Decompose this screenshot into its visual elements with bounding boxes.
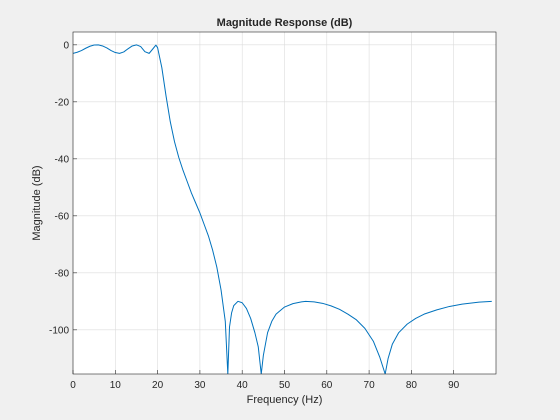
x-tick-label: 70 xyxy=(364,380,376,391)
x-tick-label: 0 xyxy=(70,380,76,391)
x-tick-label: 30 xyxy=(194,380,206,391)
tick-labels: 0 10 20 30 40 50 60 70 80 90 0 -20 -40 -60 -80 -100 xyxy=(49,40,460,391)
y-tick-label: -80 xyxy=(55,268,70,279)
y-tick-label: -60 xyxy=(55,211,70,222)
y-tick-label: -40 xyxy=(55,154,70,165)
y-tick-label: 0 xyxy=(63,40,69,51)
x-tick-label: 60 xyxy=(321,380,333,391)
x-tick-label: 10 xyxy=(110,380,122,391)
y-tick-label: -20 xyxy=(55,97,70,108)
series-layer xyxy=(73,44,492,374)
series-line-0 xyxy=(73,44,492,374)
x-tick-label: 40 xyxy=(237,380,249,391)
x-tick-label: 80 xyxy=(406,380,418,391)
ticks xyxy=(72,44,455,374)
chart-title: Magnitude Response (dB) xyxy=(217,17,353,29)
x-axis-label: Frequency (Hz) xyxy=(247,394,323,406)
grid xyxy=(72,32,496,374)
y-tick-label: -100 xyxy=(49,325,69,336)
x-tick-label: 50 xyxy=(279,380,291,391)
y-axis-label: Magnitude (dB) xyxy=(31,165,43,240)
x-tick-label: 20 xyxy=(152,380,164,391)
x-tick-label: 90 xyxy=(448,380,460,391)
